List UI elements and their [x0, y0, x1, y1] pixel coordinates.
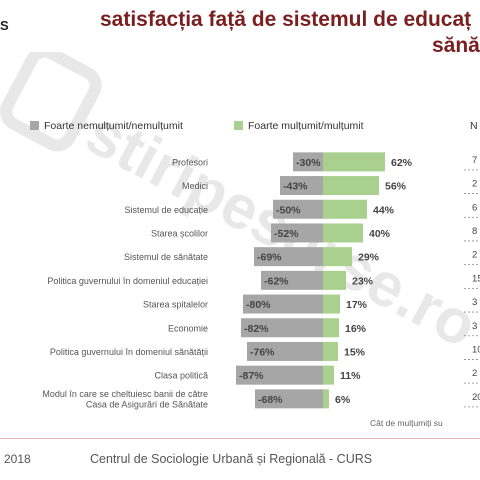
page-title: satisfacția față de sistemul de educaț s…: [100, 8, 480, 57]
legend-positive-label: Foarte mulțumit/mulțumit: [248, 120, 364, 132]
data-label-positive: 40%: [369, 228, 391, 240]
data-label-positive: 29%: [358, 252, 380, 264]
bar-negative: [271, 223, 323, 243]
category-label: Politica guvernului în domeniul sănătăți…: [50, 347, 208, 357]
data-label-positive: 17%: [346, 299, 368, 311]
bar-negative: [293, 152, 323, 172]
bar-positive: [323, 294, 340, 314]
footer-organization: Centrul de Sociologie Urbană și Regional…: [90, 452, 373, 466]
right-column-value: 2: [472, 368, 477, 379]
data-label-positive: 56%: [385, 181, 407, 193]
footnote: Cât de mulțumiți su: [370, 418, 443, 428]
title-line-2: sănă: [432, 34, 480, 57]
legend-positive-swatch: [234, 121, 243, 130]
data-label-negative: -62%: [264, 275, 289, 287]
bar-positive: [323, 341, 338, 361]
diverging-bar-chart: -30% 62% Profesori 7 -43% 56% Medici 2 -50% 44% Si…: [42, 152, 480, 410]
logo-letter: S: [0, 18, 9, 33]
right-column-value: 3: [472, 321, 477, 332]
right-column-value: 2: [472, 179, 477, 190]
legend-right-partial: N: [470, 120, 478, 132]
bar-positive: [323, 223, 363, 243]
bar-negative: [243, 294, 323, 314]
data-label-positive: 11%: [340, 370, 361, 382]
bar-positive: [323, 389, 329, 409]
category-label: Modul în care se cheltuiesc banii de căt…: [42, 389, 208, 399]
category-label: Medici: [182, 181, 208, 191]
legend-negative: Foarte nemulțumit/nemulțumit: [30, 120, 183, 132]
footer-divider: [0, 438, 480, 439]
bar-positive: [323, 270, 346, 290]
category-label: Politica guvernului în domeniul educație…: [47, 276, 208, 286]
bar-positive: [323, 318, 339, 338]
category-label: Starea spitalelor: [143, 300, 208, 310]
bar-positive: [323, 199, 367, 219]
data-label-positive: 23%: [352, 275, 374, 287]
data-label-negative: -43%: [283, 181, 308, 193]
bar-negative: [254, 247, 323, 267]
data-label-positive: 16%: [345, 323, 367, 335]
data-label-negative: -50%: [276, 204, 301, 216]
right-column-value: 10: [472, 344, 480, 355]
data-label-negative: -76%: [250, 346, 275, 358]
right-column-value: 2: [472, 250, 477, 261]
right-column-value: 15: [472, 273, 480, 284]
data-label-negative: -87%: [239, 370, 264, 382]
title-line-1: satisfacția față de sistemul de educaț: [100, 8, 472, 31]
category-label: Casa de Asigurări de Sănătate: [86, 400, 208, 410]
bar-negative: [273, 199, 323, 219]
footer-year: 2018: [4, 452, 31, 466]
right-column-value: 20: [472, 392, 480, 403]
legend-negative-label: Foarte nemulțumit/nemulțumit: [44, 120, 183, 132]
data-label-positive: 62%: [391, 157, 413, 169]
data-label-negative: -82%: [244, 323, 269, 335]
category-label: Starea școlilor: [151, 228, 208, 238]
right-column-value: 8: [472, 226, 477, 237]
bar-positive: [323, 152, 385, 172]
bar-negative: [261, 270, 323, 290]
bar-positive: [323, 176, 379, 196]
data-label-negative: -69%: [257, 252, 282, 264]
category-label: Economie: [168, 323, 208, 333]
bar-positive: [323, 247, 352, 267]
data-label-negative: -80%: [246, 299, 271, 311]
bar-negative: [236, 365, 323, 385]
right-column-value: 7: [472, 155, 477, 166]
category-label: Clasa politică: [154, 371, 208, 381]
data-label-negative: -68%: [258, 394, 283, 406]
category-label: Profesori: [172, 157, 208, 167]
right-column-value: 3: [472, 297, 477, 308]
bar-negative: [241, 318, 323, 338]
bar-positive: [323, 365, 334, 385]
data-label-negative: -30%: [296, 157, 321, 169]
data-label-positive: 15%: [344, 346, 366, 358]
right-column-value: 6: [472, 202, 477, 213]
data-label-positive: 44%: [373, 204, 395, 216]
legend-positive: Foarte mulțumit/mulțumit: [234, 120, 364, 132]
legend-negative-swatch: [30, 121, 39, 130]
category-label: Sistemul de sănătate: [124, 252, 208, 262]
category-label: Sistemul de educație: [124, 205, 208, 215]
bar-negative: [247, 341, 323, 361]
bar-negative: [255, 389, 323, 409]
bar-negative: [280, 176, 323, 196]
data-label-positive: 6%: [335, 394, 351, 406]
data-label-negative: -52%: [274, 228, 299, 240]
